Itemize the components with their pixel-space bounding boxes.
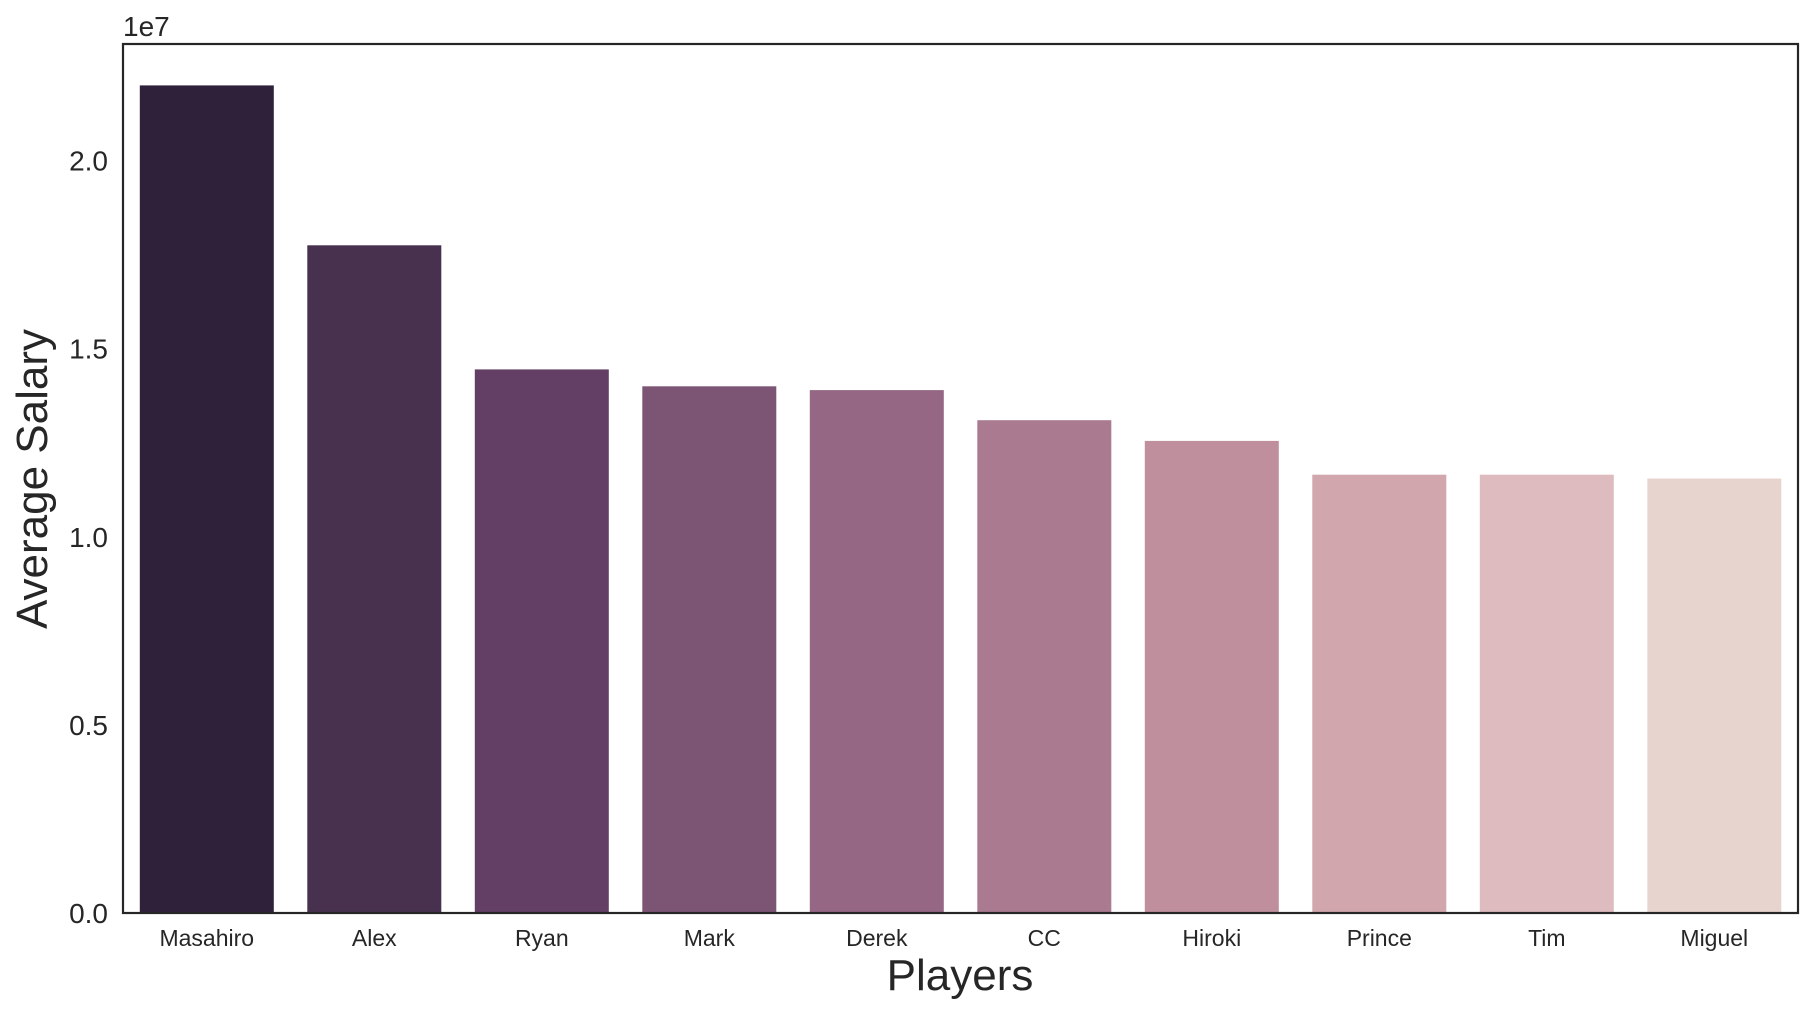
bar-cc <box>977 420 1112 913</box>
bar-derek <box>809 390 944 914</box>
bar-ryan <box>474 369 609 913</box>
y-tick-label: 0.5 <box>69 710 108 741</box>
y-tick-label: 1.5 <box>69 334 108 365</box>
bar-tim <box>1479 474 1614 913</box>
bars-group <box>139 85 1782 914</box>
x-tick-label-miguel: Miguel <box>1680 925 1748 951</box>
y-tick-label: 0.0 <box>69 898 108 929</box>
bar-alex <box>307 245 442 914</box>
x-tick-label-hiroki: Hiroki <box>1182 925 1241 951</box>
x-tick-label-alex: Alex <box>352 925 397 951</box>
x-tick-label-tim: Tim <box>1528 925 1565 951</box>
x-tick-label-derek: Derek <box>846 925 908 951</box>
y-axis-title: Average Salary <box>8 329 57 629</box>
plot-frame <box>121 42 1800 915</box>
x-tick-label-ryan: Ryan <box>515 925 569 951</box>
x-tick-label-prince: Prince <box>1347 925 1412 951</box>
y-axis-offset-label: 1e7 <box>123 11 170 42</box>
bar-hiroki <box>1144 440 1279 913</box>
bar-prince <box>1312 474 1447 913</box>
bar-miguel <box>1647 478 1782 913</box>
x-tick-label-masahiro: Masahiro <box>159 925 254 951</box>
x-axis-ticks: Masahiro Alex Ryan Mark Derek CC Hiroki Prince T… <box>159 925 1748 951</box>
bar-mark <box>642 386 777 913</box>
x-tick-label-cc: CC <box>1028 925 1061 951</box>
y-axis-ticks: 0.0 0.5 1.0 1.5 2.0 <box>69 146 108 929</box>
x-axis-title: Players <box>887 951 1034 1000</box>
y-tick-label: 2.0 <box>69 146 108 177</box>
bar-masahiro <box>139 85 274 913</box>
y-tick-label: 1.0 <box>69 522 108 553</box>
x-tick-label-mark: Mark <box>684 925 736 951</box>
